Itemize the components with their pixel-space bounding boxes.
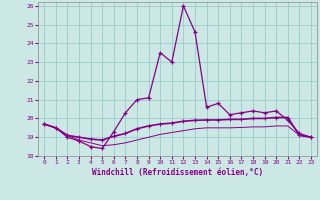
X-axis label: Windchill (Refroidissement éolien,°C): Windchill (Refroidissement éolien,°C) [92, 168, 263, 177]
